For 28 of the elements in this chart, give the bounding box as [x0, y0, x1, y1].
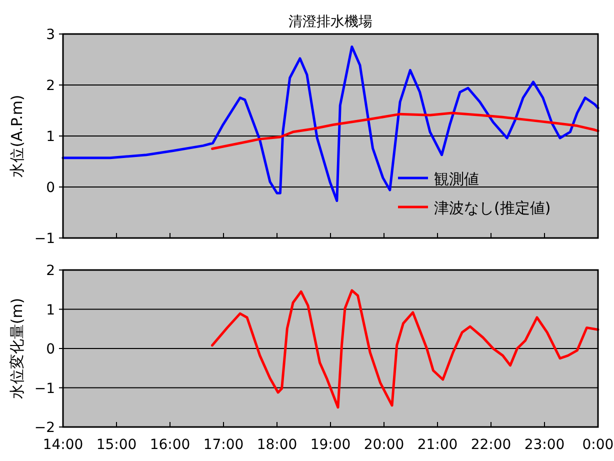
line-series — [211, 112, 600, 150]
line-series — [211, 289, 600, 409]
x-tick-label: 23:00 — [524, 437, 565, 453]
x-tick-label: 14:00 — [42, 437, 84, 453]
legend-label: 観測値 — [434, 170, 479, 188]
x-tick-label: 17:00 — [203, 437, 244, 453]
x-tick-label: 20:00 — [364, 437, 404, 453]
y-tick-label: 1 — [46, 129, 55, 145]
y-tick-label: 0 — [46, 342, 55, 358]
x-tick-label: 0:00 — [582, 437, 614, 453]
y-tick-label: 0 — [46, 180, 55, 196]
x-tick-label: 21:00 — [417, 437, 458, 453]
y-tick-label: 1 — [46, 302, 55, 318]
chart-title: 清澄排水機場 — [288, 14, 372, 30]
legend-label: 津波なし(推定値) — [434, 199, 551, 217]
y-tick-label: 2 — [46, 263, 55, 279]
y-tick-label: −1 — [34, 380, 55, 397]
y-tick-label: 2 — [46, 78, 55, 94]
x-tick-label: 22:00 — [470, 437, 512, 453]
y-axis-title: 水位変化量(m) — [8, 298, 26, 400]
y-tick-label: 3 — [46, 27, 55, 43]
x-tick-label: 16:00 — [150, 437, 190, 453]
x-tick-label: 19:00 — [310, 437, 351, 453]
y-tick-label: −2 — [34, 420, 55, 436]
x-tick-label: 15:00 — [96, 437, 137, 453]
x-tick-label: 18:00 — [256, 437, 298, 453]
y-axis-title: 水位(A.P.m) — [8, 94, 26, 178]
y-tick-label: −1 — [34, 231, 55, 247]
